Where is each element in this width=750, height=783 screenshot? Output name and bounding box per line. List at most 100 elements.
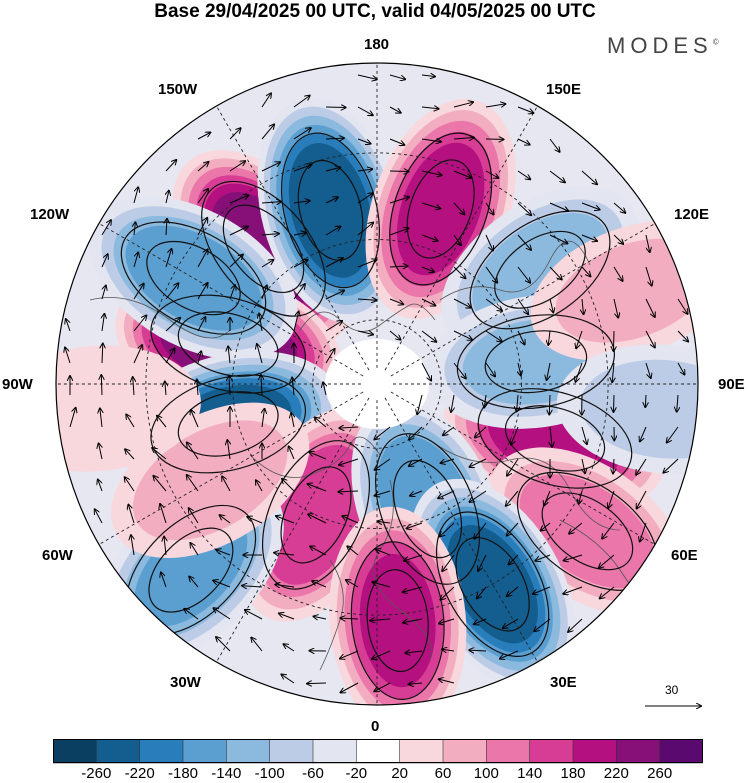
wind-vector	[274, 553, 295, 555]
wind-vector	[439, 679, 455, 684]
wind-vector	[600, 586, 615, 598]
colorbar-frame	[53, 739, 703, 763]
map-border	[55, 62, 699, 706]
colorbar-tick-label: 60	[434, 765, 452, 782]
colorbar-bin-4	[226, 739, 271, 764]
colorbar-tick-label: -140	[211, 765, 242, 782]
wind-vector	[506, 490, 519, 506]
wind-vector	[503, 618, 519, 628]
colorbar-bin-9	[442, 739, 488, 764]
colorbar-bin-14	[659, 739, 703, 764]
wind-vector	[517, 298, 528, 314]
wind-vector	[293, 312, 299, 332]
wind-vector	[128, 505, 135, 524]
wind-vector	[453, 330, 472, 340]
wind-vector	[421, 75, 435, 77]
wind-vector	[485, 202, 494, 214]
wind-vector	[613, 234, 623, 244]
wind-vector	[69, 408, 76, 428]
wind-vector	[485, 266, 497, 283]
wind-vector	[507, 586, 519, 596]
wind-vector	[581, 426, 587, 444]
wind-vector	[500, 650, 519, 659]
wind-vector	[485, 362, 495, 376]
wind-vector	[197, 189, 208, 204]
wind-vector	[293, 233, 306, 235]
wind-vector	[98, 480, 103, 492]
wind-vector	[517, 106, 533, 113]
wind-vector	[453, 298, 471, 308]
wind-vector	[310, 546, 327, 556]
contour-loop-2	[389, 132, 493, 286]
wind-vector	[197, 218, 207, 236]
lon-label-120w: 120W	[30, 206, 70, 223]
lon-label-150w: 150W	[158, 81, 198, 98]
wind-vector	[95, 509, 103, 524]
meridian-150	[384, 105, 538, 371]
wind-vector	[417, 394, 423, 414]
map-title: Base 29/04/2025 00 UTC, valid 04/05/2025…	[154, 1, 596, 22]
wind-vector	[289, 447, 295, 460]
wind-vector	[677, 330, 688, 342]
wind-vector	[507, 522, 519, 536]
wind-vector	[421, 266, 434, 272]
wind-vector	[325, 107, 346, 108]
colorbar-tick-label: -180	[167, 765, 199, 782]
wind-vector	[222, 477, 231, 492]
wind-vector	[421, 202, 440, 209]
wind-vector	[65, 348, 71, 364]
colorbar-bin-11	[529, 739, 574, 764]
wind-vector	[421, 330, 436, 342]
wind-vector	[453, 170, 471, 178]
wind-vector	[375, 458, 391, 470]
wind-vector	[189, 508, 199, 524]
wind-vector	[291, 413, 294, 428]
wind-vector	[372, 582, 391, 588]
wind-vector	[563, 586, 583, 594]
wind-vector	[535, 554, 551, 561]
brand-mark: ©	[712, 37, 719, 47]
wind-vector	[312, 581, 327, 588]
wind-vector	[541, 522, 551, 531]
wind-vector	[453, 202, 464, 214]
wind-vector	[485, 330, 502, 341]
wind-vector	[517, 234, 531, 250]
wind-vector	[191, 410, 199, 428]
wind-vector	[550, 426, 552, 447]
wind-vector	[314, 616, 327, 619]
wind-vector	[517, 202, 531, 215]
colorbar-tick-label: 260	[647, 765, 673, 782]
wind-vector	[134, 222, 135, 236]
wind-vector	[677, 394, 678, 412]
wind-vector	[507, 458, 519, 476]
wind-vector	[189, 577, 199, 588]
wind-vector	[453, 234, 461, 245]
wind-vector	[198, 351, 201, 364]
wind-vector	[261, 286, 267, 300]
lon-label-0: 0	[371, 718, 380, 735]
wind-vector	[438, 490, 455, 498]
wind-vector	[549, 234, 568, 244]
wind-vector	[484, 394, 486, 407]
wind-vector	[357, 169, 372, 171]
wind-vector	[421, 170, 442, 175]
wind-vector	[357, 74, 377, 79]
wind-vector	[548, 330, 550, 345]
wind-vector	[133, 284, 144, 300]
wind-vector	[357, 106, 373, 115]
wind-vector	[667, 426, 679, 443]
wind-vector	[213, 581, 231, 588]
wind-vector	[389, 106, 401, 113]
wind-vector	[576, 362, 583, 382]
contour-loop-10	[261, 440, 371, 590]
wind-vector	[339, 458, 359, 465]
contour-loop-3	[469, 210, 611, 330]
colorbar	[53, 739, 703, 764]
wind-vector	[533, 586, 551, 594]
wind-vector	[102, 344, 103, 364]
lon-label-60e: 60E	[671, 547, 698, 564]
wind-vector	[645, 234, 650, 252]
coastline-2	[439, 240, 591, 301]
wind-vector	[101, 254, 108, 268]
wind-vector	[341, 618, 359, 619]
